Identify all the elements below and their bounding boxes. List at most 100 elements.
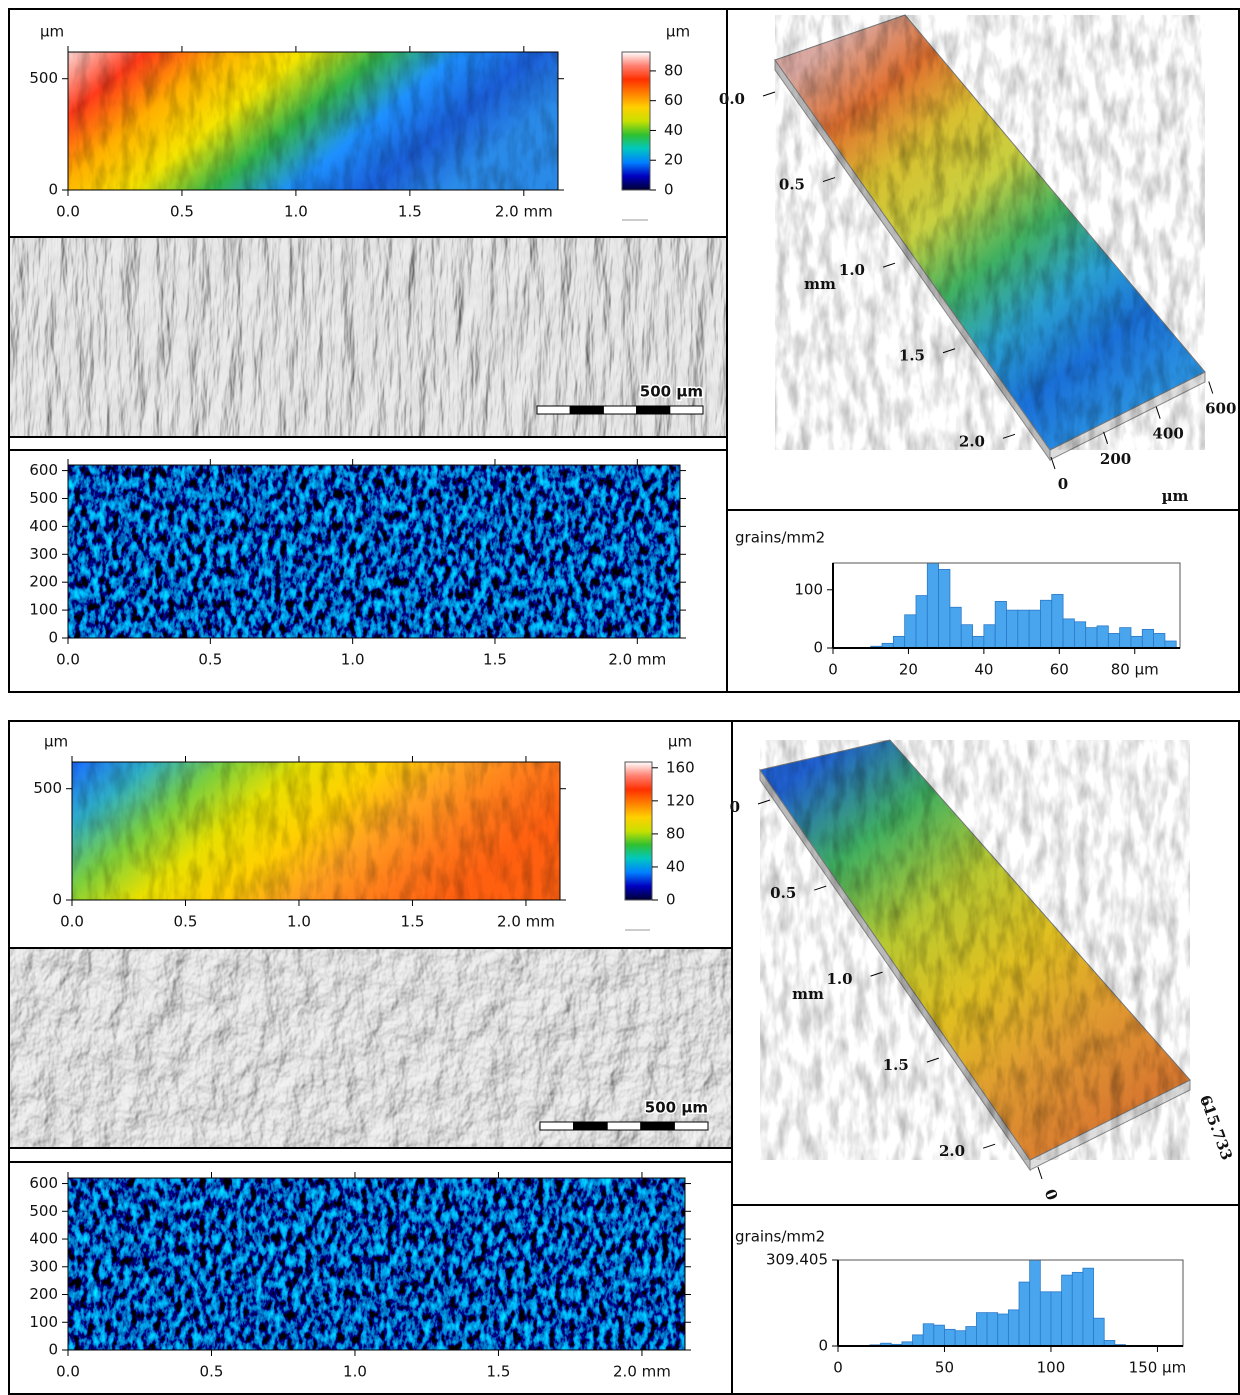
y-tick (1155, 406, 1161, 419)
y-tick-label: 615.733 (1196, 1093, 1236, 1163)
bar (1085, 627, 1098, 649)
bar (1017, 609, 1030, 649)
colorbar-tick-label: 0 (664, 181, 674, 199)
bar (1153, 633, 1166, 649)
x-tick-label: 1.5 (401, 913, 425, 931)
bar (1007, 1309, 1020, 1347)
x-tick-label: 1.5 (899, 347, 925, 365)
bar (960, 624, 973, 649)
y-tick (1050, 456, 1056, 470)
y-axis-label: grains/mm2 (735, 529, 825, 547)
bar (904, 614, 917, 649)
bar (976, 1312, 988, 1347)
x-tick (982, 1143, 996, 1149)
bar (912, 1334, 924, 1347)
y-tick-label: 600 (1205, 400, 1236, 418)
bar (997, 1313, 1009, 1347)
y-unit: µm (40, 23, 64, 41)
x-tick-label: 2.0 mm (497, 913, 555, 931)
y-tick-label: 500 (29, 1202, 58, 1220)
plot-frame (67, 51, 559, 191)
x-tick (926, 1057, 939, 1063)
bar (1018, 1281, 1031, 1347)
y-tick-label: 309.405 (766, 1251, 828, 1269)
colorbar-tick-label: 20 (664, 151, 683, 169)
bar (1107, 633, 1121, 649)
x-tick-label: 1.0 (839, 261, 865, 279)
y-tick-label: 300 (29, 1257, 58, 1275)
scale-bar-segment (536, 405, 571, 415)
y-tick (1202, 1099, 1208, 1113)
x-tick-label: 0.5 (200, 1363, 224, 1381)
bar (994, 601, 1007, 649)
x-tick-label: 1.0 (343, 1363, 367, 1381)
x-tick-label: 0.0 (60, 913, 84, 931)
bar (983, 624, 996, 649)
colorbar (624, 761, 653, 901)
panel-frames (8, 8, 1240, 1395)
panel-border (8, 720, 1240, 1395)
y-tick-label: 0 (1041, 1187, 1061, 1203)
x-tick-label: 0.0 (56, 203, 80, 221)
bar (892, 635, 906, 649)
x-axis-label: mm (804, 275, 836, 293)
x-tick-label: 0 (730, 798, 740, 816)
colorbar-tick-label: 60 (664, 91, 683, 109)
x-tick-label: 40 (974, 661, 993, 679)
bar (1028, 609, 1041, 649)
x-tick-label: 0.5 (198, 651, 222, 669)
scale-bar-label: 500 µm (645, 1099, 708, 1117)
x-tick-label: 0.0 (56, 1363, 80, 1381)
y-tick-label: 600 (29, 1174, 58, 1192)
x-tick-label: 0.0 (56, 651, 80, 669)
bar (1119, 627, 1132, 649)
y-tick-label: 0 (48, 181, 58, 199)
y-tick-label: 200 (29, 1285, 58, 1303)
x-tick-label: 2.0 mm (613, 1363, 671, 1381)
y-axis-label: µm (1162, 487, 1189, 505)
scale-bar-segment (606, 1121, 642, 1131)
x-tick (1002, 433, 1016, 439)
x-tick-label: 1.5 (483, 651, 507, 669)
x-tick-label: 1.0 (284, 203, 308, 221)
x-tick-label: 50 (935, 1359, 954, 1377)
bar (1039, 1291, 1052, 1347)
y-tick (1037, 1166, 1043, 1180)
colorbar (621, 51, 651, 191)
x-tick-label: 0 (828, 661, 838, 679)
bar (1130, 635, 1143, 649)
x-tick-label: 0.5 (770, 884, 796, 902)
y-tick-label: 100 (794, 580, 823, 598)
bar (944, 1328, 956, 1347)
x-tick (762, 91, 776, 97)
bar (1006, 609, 1019, 649)
scale-bar-segment (636, 405, 671, 415)
panel-border (8, 8, 1240, 693)
scale-bar-segment (669, 405, 704, 415)
colorbar-tick-label: 40 (666, 857, 685, 875)
bar (1050, 1291, 1063, 1347)
x-tick-label: 2.0 mm (608, 651, 666, 669)
x-tick-label: 20 (899, 661, 918, 679)
x-tick (822, 177, 836, 183)
y-tick-label: 0 (48, 1341, 58, 1359)
colorbar-tick-label: 120 (666, 791, 695, 809)
x-tick-label: 2.0 (959, 432, 985, 450)
colorbar-tick-label: 80 (664, 61, 683, 79)
bar (1071, 1271, 1084, 1347)
x-tick (942, 348, 956, 354)
colorbar-tick-label: 160 (666, 758, 695, 776)
bar (1093, 1317, 1105, 1347)
bar (949, 606, 962, 649)
y-tick-label: 0 (48, 629, 58, 647)
x-tick-label: 0.5 (170, 203, 194, 221)
colorbar-tick-label: 40 (664, 121, 683, 139)
y-tick (1103, 431, 1109, 444)
y-tick-label: 0 (1058, 475, 1068, 493)
x-tick-label: 1.5 (398, 203, 422, 221)
scale-bar-segment (573, 1121, 608, 1131)
bar (933, 1324, 945, 1347)
y-tick-label: 100 (29, 601, 58, 619)
y-tick-label: 400 (1153, 425, 1184, 443)
